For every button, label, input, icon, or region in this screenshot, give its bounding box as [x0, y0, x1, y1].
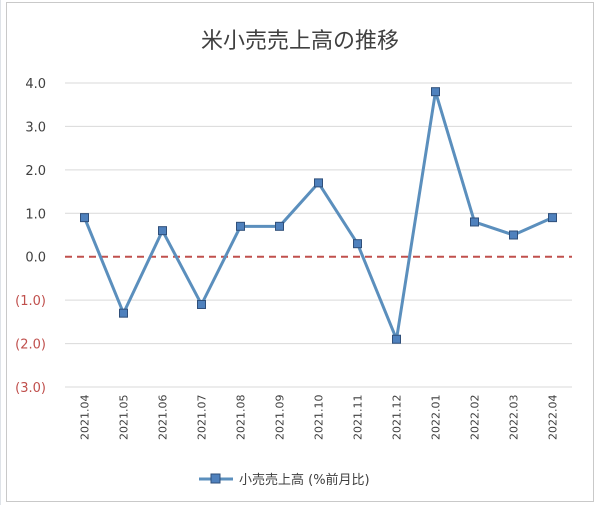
x-tick-label: 2021.04 [79, 395, 92, 441]
x-tick-label: 2022.01 [430, 395, 443, 441]
data-point-marker [470, 217, 479, 227]
y-tick-label: 0.0 [25, 251, 46, 266]
data-point-marker [509, 230, 518, 240]
x-tick-label: 2021.12 [391, 395, 404, 441]
y-axis: 4.0 3.0 2.0 1.0 0.0 (1.0) (2.0) (3.0) [15, 77, 46, 396]
legend: 小売売上高 (%前月比) [199, 472, 370, 488]
data-point-marker [431, 87, 440, 97]
data-point-marker [119, 308, 128, 318]
data-point-marker [314, 178, 323, 188]
data-point-marker [236, 221, 245, 231]
data-point-marker [275, 221, 284, 231]
legend-label: 小売売上高 (%前月比) [239, 472, 370, 488]
x-tick-label: 2022.03 [508, 395, 521, 441]
chart-area[interactable] [6, 2, 594, 502]
chart-title: 米小売売上高の推移 [201, 29, 399, 54]
x-tick-label: 2021.07 [196, 395, 209, 441]
x-tick-label: 2021.10 [313, 395, 326, 441]
data-point-marker [80, 213, 89, 223]
x-tick-label: 2021.08 [235, 395, 248, 441]
x-tick-label: 2022.04 [547, 395, 560, 441]
data-point-marker [158, 226, 167, 236]
x-tick-label: 2021.06 [157, 395, 170, 441]
legend-marker-swatch [210, 473, 221, 484]
gridlines [65, 82, 572, 388]
series-retail-sales [80, 87, 557, 344]
data-point-marker [392, 334, 401, 344]
y-tick-label: (1.0) [15, 294, 46, 309]
x-tick-label: 2021.11 [352, 395, 365, 441]
y-tick-label: 2.0 [25, 164, 46, 179]
x-axis: 2021.04 2021.05 2021.06 2021.07 2021.08 2021.… [79, 395, 560, 441]
data-point-marker [353, 239, 362, 249]
data-point-marker [548, 213, 557, 223]
y-tick-label: 4.0 [25, 77, 46, 92]
y-tick-label: 3.0 [25, 120, 46, 135]
x-tick-label: 2021.05 [118, 395, 131, 441]
series-line [83, 90, 554, 341]
y-tick-label: (3.0) [15, 381, 46, 396]
data-point-marker [197, 299, 206, 309]
x-tick-label: 2021.09 [274, 395, 287, 441]
y-tick-label: (2.0) [15, 338, 46, 353]
x-tick-label: 2022.02 [469, 395, 482, 441]
y-tick-label: 1.0 [25, 207, 46, 222]
